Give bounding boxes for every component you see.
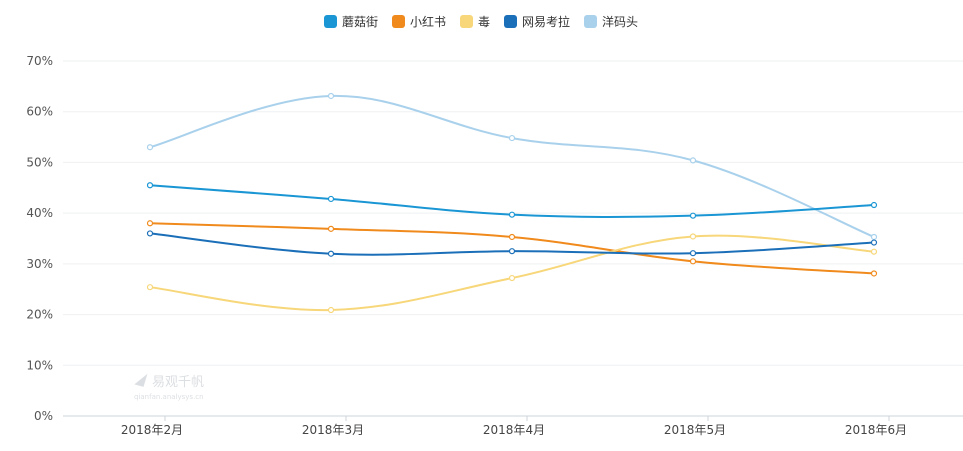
data-point[interactable] — [327, 250, 335, 257]
legend-label: 小红书 — [410, 14, 446, 29]
data-point[interactable] — [870, 201, 878, 209]
data-point[interactable] — [146, 230, 154, 237]
y-tick-label: 70% — [26, 54, 53, 68]
data-point[interactable] — [327, 225, 335, 232]
watermark-sub: qianfan.analysys.cn — [134, 393, 204, 401]
y-tick-label: 20% — [26, 308, 53, 322]
data-point[interactable] — [870, 248, 878, 255]
data-point[interactable] — [327, 195, 335, 203]
axes: 0% 10% 20% 30% 40% 50% 60% 70% 2018年2月 2018年3月 201… — [26, 54, 907, 437]
watermark: 易观千帆 qianfan.analysys.cn — [134, 373, 204, 401]
legend-item[interactable]: 洋码头 — [584, 14, 638, 29]
legend-item[interactable]: 蘑菇街 — [324, 15, 378, 29]
series-2 — [146, 220, 878, 277]
x-tick-label: 2018年4月 — [483, 423, 545, 437]
data-point[interactable] — [870, 239, 878, 246]
data-point[interactable] — [689, 233, 697, 240]
x-tick-label: 2018年6月 — [845, 423, 907, 437]
data-point[interactable] — [146, 284, 154, 291]
data-point[interactable] — [508, 248, 516, 255]
legend-swatch — [324, 15, 337, 28]
legend-swatch — [392, 15, 405, 28]
legend-swatch — [460, 15, 473, 28]
y-tick-label: 10% — [26, 358, 53, 372]
legend-swatch — [584, 15, 597, 28]
y-tick-label: 30% — [26, 257, 53, 271]
data-point[interactable] — [689, 157, 697, 164]
data-point[interactable] — [870, 233, 878, 241]
series-1 — [146, 182, 878, 219]
data-point[interactable] — [689, 250, 697, 257]
data-point[interactable] — [508, 211, 516, 218]
y-tick-label: 50% — [26, 155, 53, 169]
x-tick-label: 2018年5月 — [664, 423, 726, 437]
y-tick-label: 60% — [26, 105, 53, 119]
data-point[interactable] — [508, 134, 516, 142]
legend[interactable]: 蘑菇街 小红书 毒 网易考拉 洋码头 — [324, 14, 638, 29]
watermark-logo-icon — [134, 373, 148, 387]
series-lines — [146, 92, 878, 314]
x-tick-label: 2018年3月 — [302, 423, 364, 437]
x-tick-label: 2018年2月 — [121, 423, 183, 437]
data-point[interactable] — [508, 274, 516, 282]
series-3 — [146, 233, 878, 314]
data-point[interactable] — [508, 233, 516, 241]
legend-item[interactable]: 网易考拉 — [504, 14, 570, 29]
y-tick-label: 0% — [34, 409, 53, 423]
data-point[interactable] — [146, 182, 154, 189]
data-point[interactable] — [870, 270, 878, 277]
data-point[interactable] — [146, 220, 154, 227]
data-point[interactable] — [146, 144, 154, 151]
y-tick-label: 40% — [26, 206, 53, 220]
watermark-brand: 易观千帆 — [152, 375, 204, 390]
legend-swatch — [504, 15, 517, 28]
legend-item[interactable]: 毒 — [460, 15, 490, 29]
legend-item[interactable]: 小红书 — [392, 14, 446, 29]
data-point[interactable] — [327, 306, 335, 314]
data-point[interactable] — [689, 212, 697, 219]
series-4 — [146, 230, 878, 257]
legend-label: 洋码头 — [602, 14, 638, 29]
data-point[interactable] — [689, 258, 697, 265]
legend-label: 毒 — [478, 15, 490, 29]
legend-label: 网易考拉 — [522, 14, 570, 29]
legend-label: 蘑菇街 — [342, 15, 378, 29]
data-point[interactable] — [327, 92, 335, 100]
